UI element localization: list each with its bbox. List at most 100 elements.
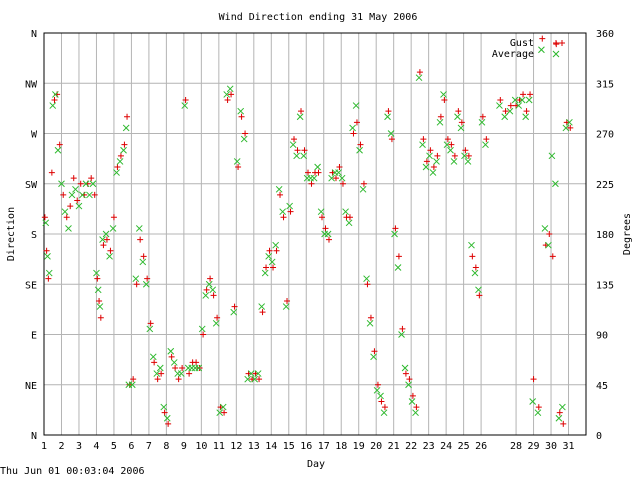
gust-point (392, 225, 399, 232)
gust-point (231, 303, 238, 310)
average-point (363, 275, 370, 283)
gust-point (179, 365, 186, 371)
gust-point (147, 320, 154, 327)
x-tick-label: 4 (93, 441, 99, 452)
gust-point (186, 370, 193, 377)
average-point (116, 158, 124, 165)
average-point (65, 225, 72, 232)
average-point (181, 102, 189, 109)
average-point (457, 124, 465, 132)
average-point (102, 230, 110, 238)
gust-point (476, 292, 483, 299)
gust-point (318, 214, 325, 221)
x-tick-label: 9 (181, 441, 187, 452)
average-point (314, 163, 321, 171)
y-tick-label-right: 90 (596, 331, 608, 342)
average-point (461, 152, 468, 160)
gust-point (535, 404, 542, 411)
average-point (433, 158, 440, 165)
y-tick-label-left: N (31, 29, 37, 40)
y-tick-label-left: E (31, 331, 37, 342)
y-axis-left-ticks: N NE E SE S SW W NW N (25, 29, 38, 442)
x-tick-label: 23 (423, 441, 435, 452)
average-point (522, 113, 530, 121)
gust-point (336, 164, 343, 170)
gust-point (56, 141, 63, 148)
gust-point (507, 102, 514, 109)
x-tick-label: 30 (545, 441, 557, 452)
gust-point (60, 191, 67, 198)
average-point (412, 409, 419, 417)
average-point (94, 286, 102, 294)
average-point (82, 180, 90, 188)
y-tick-label-left: NW (25, 79, 38, 90)
y-tick-label-right: 360 (596, 29, 614, 40)
average-point (135, 225, 143, 232)
gust-point (96, 298, 103, 304)
gust-point (235, 164, 242, 170)
average-point (559, 403, 566, 411)
average-point (525, 96, 533, 104)
x-tick-label: 17 (318, 441, 330, 452)
gust-point (423, 158, 430, 165)
x-tick-label: 1 (41, 441, 47, 452)
average-point (552, 180, 559, 188)
average-point (146, 325, 154, 333)
average-point (450, 158, 458, 165)
average-point (99, 236, 106, 243)
average-point (265, 252, 273, 260)
average-point (408, 398, 416, 405)
average-point (349, 124, 356, 132)
average-point (387, 130, 395, 137)
x-axis-label: Day (307, 459, 325, 470)
gust-point (388, 136, 395, 143)
average-point (300, 152, 307, 160)
gust-point (221, 409, 228, 416)
average-point (42, 219, 50, 227)
legend-marker-gust (553, 40, 559, 46)
gust-point (100, 242, 107, 249)
average-point (398, 331, 405, 338)
gust-point (434, 152, 441, 159)
y-axis-right-ticks: 0 45 90 135 180 225 270 315 360 (596, 29, 614, 442)
gust-point (266, 247, 273, 254)
legend-label-gust: Gust (510, 38, 534, 49)
legend-marker-average (552, 50, 560, 58)
average-point (317, 208, 325, 216)
gust-point (364, 281, 371, 288)
average-point (419, 141, 426, 149)
x-tick-label: 13 (248, 441, 260, 452)
gust-point (133, 281, 140, 288)
gust-point (130, 376, 137, 383)
gust-point (97, 314, 104, 321)
average-point (422, 163, 430, 171)
average-point (310, 174, 318, 182)
average-point (113, 169, 120, 176)
gust-point (63, 214, 70, 221)
gust-point (51, 97, 58, 103)
gust-point (259, 309, 266, 316)
y-tick-label-left: NE (25, 381, 37, 392)
gust-point (210, 292, 217, 299)
gust-point (325, 236, 332, 243)
gust-point (137, 236, 144, 243)
x-tick-label: 18 (335, 441, 347, 452)
gust-point (224, 97, 231, 103)
y-tick-label-left: W (31, 130, 38, 141)
gust-point (287, 208, 294, 215)
average-point (529, 398, 537, 405)
gust-point (158, 370, 165, 377)
x-tick-label: 8 (163, 441, 169, 452)
average-point (426, 152, 433, 160)
gust-point (301, 147, 308, 154)
gust-point (165, 420, 172, 427)
gust-point (448, 141, 455, 148)
gust-point (124, 113, 131, 120)
gust-point (567, 124, 574, 131)
x-tick-label: 3 (76, 441, 82, 452)
x-tick-label: 26 (475, 441, 487, 452)
gust-point (520, 91, 527, 98)
gust-point (308, 180, 315, 187)
x-tick-label: 21 (388, 441, 400, 452)
average-point (216, 409, 224, 417)
